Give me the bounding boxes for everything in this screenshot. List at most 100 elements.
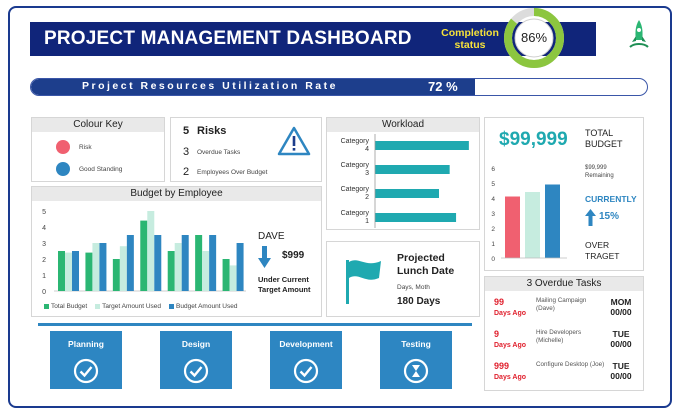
emp-bar bbox=[222, 259, 230, 291]
emp-bar bbox=[209, 235, 217, 291]
currently-value: 15% bbox=[599, 211, 620, 222]
check-circle-icon bbox=[73, 358, 99, 384]
due-day: TUE bbox=[612, 361, 630, 371]
emp-y-tick-label: 3 bbox=[42, 241, 46, 248]
due-date: 00/00 bbox=[610, 339, 632, 349]
stage-label: Testing bbox=[401, 339, 431, 349]
stage-testing[interactable]: Testing bbox=[380, 331, 452, 389]
lunch-title: Projected Lunch Date bbox=[397, 252, 455, 277]
risks-row-count: 2 bbox=[183, 166, 190, 178]
emp-bar bbox=[147, 211, 155, 291]
colour-key-risk: Risk bbox=[56, 140, 92, 154]
budget-y-tick-label: 0 bbox=[491, 256, 495, 262]
risks-row-count: 3 bbox=[183, 146, 190, 158]
legend-swatch bbox=[44, 304, 49, 309]
overdue-task: Mailing Campaign (Dave) bbox=[536, 297, 587, 312]
emp-y-tick-label: 5 bbox=[42, 209, 46, 216]
overdue-days: 99 Days Ago bbox=[494, 297, 536, 319]
workload-title: Workload bbox=[327, 118, 479, 132]
risks-card: 5 Risks 3 Overdue Tasks 2 Employees Over Bu… bbox=[170, 117, 322, 182]
rocket-icon bbox=[629, 20, 649, 48]
budget-card: $99,999 TOTAL BUDGET $99,999 Remaining C… bbox=[484, 117, 644, 271]
lunch-card: Projected Lunch Date Days, Moth 180 Days bbox=[326, 241, 480, 317]
risk-label: Risk bbox=[79, 143, 92, 151]
budget-y-tick-label: 3 bbox=[491, 211, 495, 218]
risks-total: 5 Risks bbox=[183, 125, 226, 137]
legend-label: Target Amount Used bbox=[102, 303, 162, 310]
emp-bar bbox=[126, 235, 134, 291]
overdue-row: 999 Days Ago Configure Desktop (Joe) TUE 0… bbox=[494, 361, 636, 383]
emp-bar bbox=[92, 243, 100, 291]
stage-label: Development bbox=[279, 339, 333, 349]
overdue-row: 99 Days Ago Mailing Campaign (Dave) MOM 00… bbox=[494, 297, 636, 319]
emp-bar bbox=[154, 235, 162, 291]
overdue-task: Hire Developers (Michelle) bbox=[536, 329, 582, 344]
workload-bar bbox=[375, 189, 439, 198]
stage-label: Design bbox=[181, 339, 211, 349]
due-date: 00/00 bbox=[610, 371, 632, 381]
completion-value: 86% bbox=[520, 30, 548, 45]
emp-bar bbox=[181, 235, 189, 291]
overdue-due: TUE 00/00 bbox=[606, 361, 636, 383]
employee-caption: Under Current Target Amount bbox=[258, 275, 311, 294]
emp-bar bbox=[112, 259, 120, 291]
stage-development[interactable]: Development bbox=[270, 331, 342, 389]
workload-bar bbox=[375, 165, 450, 174]
emp-bar bbox=[140, 220, 148, 291]
remaining-label: Remaining bbox=[585, 173, 614, 179]
days-label: Days Ago bbox=[494, 342, 527, 349]
workload-category-label: Category bbox=[341, 186, 370, 193]
emp-y-tick-label: 4 bbox=[42, 225, 46, 232]
workload-category-label: Category bbox=[341, 138, 370, 145]
stage-divider bbox=[38, 323, 472, 326]
budget-y-tick-label: 5 bbox=[491, 181, 495, 188]
emp-y-tick-label: 0 bbox=[42, 289, 46, 296]
employee-amount: $999 bbox=[282, 250, 305, 261]
emp-bar bbox=[58, 251, 65, 291]
good-label: Good Standing bbox=[79, 165, 123, 173]
budget-employee-legend: Total Budget Target Amount Used Budget Amo… bbox=[44, 303, 245, 310]
emp-bar bbox=[174, 243, 182, 291]
budget-y-tick-label: 6 bbox=[491, 166, 495, 173]
emp-bar bbox=[229, 265, 237, 291]
overdue-days: 999 Days Ago bbox=[494, 361, 536, 383]
utilization-label: Project Resources Utilization Rate bbox=[82, 80, 338, 92]
overdue-row: 9 Days Ago Hire Developers (Michelle) TUE… bbox=[494, 329, 636, 351]
due-day: MOM bbox=[610, 297, 632, 307]
budget-y-tick-label: 2 bbox=[491, 226, 495, 233]
currently-label: CURRENTLY bbox=[585, 194, 637, 204]
emp-y-tick-label: 2 bbox=[42, 257, 46, 264]
budget-employee-card: Budget by Employee 0 1 2 3 4 5 Total Budget Ta… bbox=[31, 186, 322, 317]
risk-dot bbox=[56, 140, 70, 154]
colour-key-good: Good Standing bbox=[56, 162, 122, 176]
emp-bar bbox=[195, 235, 203, 291]
emp-bar bbox=[99, 243, 107, 291]
workload-bar bbox=[375, 213, 457, 222]
over-target-label: OVER TRAGET bbox=[585, 240, 620, 261]
flag-icon bbox=[346, 260, 381, 304]
days-count: 999 bbox=[494, 361, 510, 371]
emp-y-tick-label: 1 bbox=[42, 273, 46, 280]
utilization-bar bbox=[30, 78, 648, 96]
workload-bar bbox=[375, 141, 469, 150]
budget-y-tick-label: 1 bbox=[491, 241, 495, 248]
good-dot bbox=[56, 162, 70, 176]
budget-amount: $99,999 bbox=[499, 129, 568, 150]
days-count: 9 bbox=[494, 329, 500, 339]
legend-item: Budget Amount Used bbox=[169, 303, 237, 310]
utilization-value: 72 % bbox=[428, 79, 458, 94]
workload-category-label: Category bbox=[341, 162, 370, 169]
completion-label: Completion status bbox=[441, 27, 499, 51]
utilization-fill bbox=[31, 79, 475, 95]
budget-employee-title: Budget by Employee bbox=[32, 187, 321, 201]
risks-row: 3 Overdue Tasks bbox=[183, 146, 240, 158]
stage-planning[interactable]: Planning bbox=[50, 331, 122, 389]
overdue-due: MOM 00/00 bbox=[606, 297, 636, 319]
emp-bar bbox=[85, 252, 93, 291]
days-label: Days Ago bbox=[494, 374, 527, 381]
completion-donut bbox=[504, 8, 564, 68]
legend-item: Target Amount Used bbox=[95, 303, 161, 310]
warning-icon bbox=[277, 126, 311, 156]
stage-design[interactable]: Design bbox=[160, 331, 232, 389]
